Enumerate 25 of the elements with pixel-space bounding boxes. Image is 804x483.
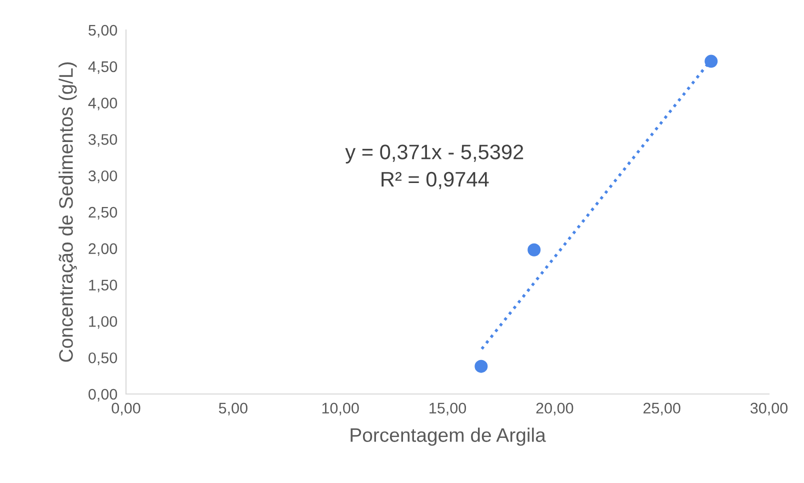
- y-axis-title: Concentração de Sedimentos (g/L): [58, 62, 77, 362]
- y-tick-label: 1,00: [89, 316, 118, 329]
- y-tick-label: 3,00: [88, 170, 118, 184]
- x-tick-label: 5,00: [218, 402, 248, 416]
- x-tick-label: 20,00: [536, 402, 574, 416]
- x-tick-label: 0,00: [112, 402, 140, 416]
- point: [528, 243, 541, 256]
- y-tick-label: 1,50: [89, 280, 118, 292]
- point: [704, 54, 718, 68]
- y-tick-label: 4,00: [88, 98, 118, 110]
- y-tick-label: 0,50: [88, 352, 118, 366]
- y-tick-label: 0,00: [88, 388, 118, 402]
- x-tick-label: 15,00: [430, 402, 466, 416]
- y-tick-label: 2,00: [88, 243, 118, 256]
- annotation: R² = 0,9744: [382, 172, 489, 190]
- x-tick-label: 30,00: [750, 402, 788, 416]
- x-tick-label: 10,00: [322, 402, 359, 416]
- y-tick-label: 2,50: [88, 206, 118, 220]
- y-tick-label: 5,00: [88, 24, 118, 38]
- y-tick-label: 4,50: [88, 61, 118, 74]
- x-axis-title: Porcentagem de Argila: [350, 428, 546, 446]
- y-tick-label: 3,50: [88, 134, 118, 147]
- x-tick-label: 25,00: [643, 402, 680, 416]
- point: [474, 360, 488, 373]
- annotation: y = 0,371x - 5,5392: [345, 144, 524, 164]
